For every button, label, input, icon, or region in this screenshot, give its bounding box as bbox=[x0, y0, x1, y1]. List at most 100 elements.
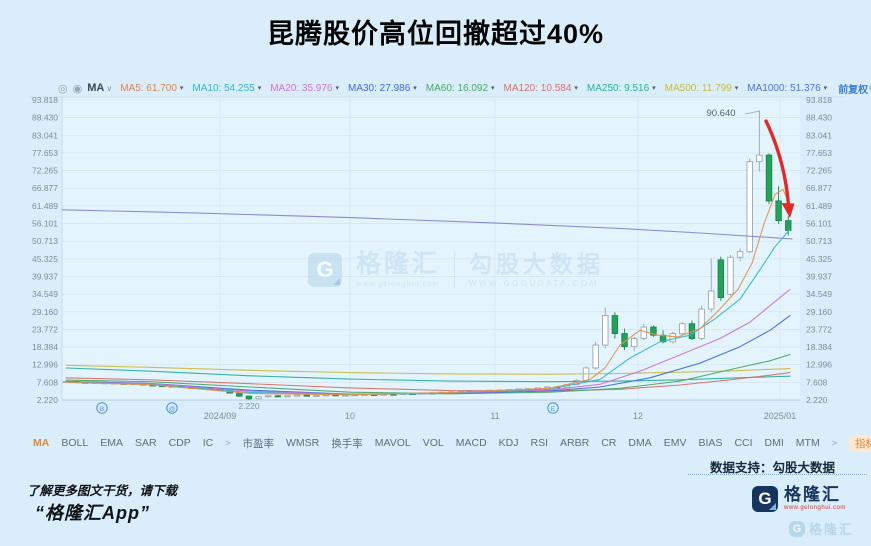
ma-legend-item[interactable]: MA30: 27.986 ▾ bbox=[347, 82, 417, 94]
ma-legend-item[interactable]: MA20: 35.976 ▾ bbox=[270, 82, 339, 94]
indicator-tab-CR[interactable]: CR bbox=[601, 437, 617, 449]
ma-line-MA20 bbox=[65, 288, 791, 396]
indicator-tab-EMA[interactable]: EMA bbox=[100, 437, 123, 449]
indicator-tab-DMI[interactable]: DMI bbox=[764, 437, 784, 449]
y-axis-label-right: 88.430 bbox=[806, 113, 832, 123]
ma-legend-item[interactable]: MA1000: 51.376 ▾ bbox=[747, 82, 828, 94]
y-axis-label-right: 61.489 bbox=[806, 201, 832, 211]
indicator-tab-MAVOL[interactable]: MAVOL bbox=[374, 437, 411, 449]
ma-line-MA30 bbox=[65, 315, 791, 395]
event-marker[interactable]: E bbox=[547, 402, 559, 414]
toggle-triangle-icon[interactable]: ▾ bbox=[413, 85, 417, 92]
y-axis-label-left: 34.549 bbox=[32, 289, 58, 299]
min-price-label: 2.220 bbox=[238, 401, 260, 411]
event-marker[interactable]: B bbox=[96, 402, 108, 414]
ma-legend-item[interactable]: MA10: 54.255 ▾ bbox=[192, 82, 262, 94]
ma-legend-item[interactable]: MA250: 9.516 ▾ bbox=[586, 82, 656, 94]
gelonghui-logo-icon: G bbox=[752, 486, 778, 512]
indicator-tab-MACD[interactable]: MACD bbox=[455, 437, 487, 449]
ma-line-MA10 bbox=[65, 228, 791, 396]
indicator-tab-CCI[interactable]: CCI bbox=[734, 437, 753, 449]
toggle-triangle-icon[interactable]: ▾ bbox=[574, 85, 578, 92]
dotted-divider bbox=[688, 474, 867, 475]
y-axis-label-left: 56.101 bbox=[32, 219, 58, 229]
y-axis-label-right: 7.608 bbox=[806, 377, 828, 387]
y-axis-label-right: 34.549 bbox=[806, 289, 832, 299]
event-marker[interactable]: @ bbox=[166, 402, 178, 414]
indicator-tabs: MA BOLL EMA SAR CDP IC > 市盈率 WMSR 换手率 MAVOL VOL MACD… bbox=[33, 434, 871, 452]
more-indicators-icon[interactable]: > bbox=[225, 438, 231, 448]
y-axis-label-right: 83.041 bbox=[806, 130, 832, 140]
ma-legend-item[interactable]: MA60: 16.092 ▾ bbox=[425, 82, 495, 94]
y-axis-label-left: 2.220 bbox=[37, 395, 59, 405]
indicator-tab-SAR[interactable]: SAR bbox=[134, 437, 157, 449]
indicator-tab-CDP[interactable]: CDP bbox=[168, 437, 191, 449]
y-axis-label-left: 50.713 bbox=[32, 236, 58, 246]
more-indicators-icon[interactable]: > bbox=[831, 438, 837, 448]
y-axis-label-right: 12.996 bbox=[806, 360, 832, 370]
y-axis-label-left: 77.653 bbox=[32, 148, 58, 158]
toggle-triangle-icon[interactable]: ▾ bbox=[652, 85, 656, 92]
indicator-tab-RSI[interactable]: RSI bbox=[530, 437, 549, 449]
indicator-tab-EMV[interactable]: EMV bbox=[663, 437, 687, 449]
toggle-triangle-icon[interactable]: ▾ bbox=[257, 85, 262, 92]
ma-line-MA60 bbox=[65, 353, 791, 395]
settings-icon[interactable]: ◎ bbox=[58, 82, 68, 95]
chevron-down-icon[interactable]: ∨ bbox=[106, 83, 113, 93]
indicator-tab-WMSR[interactable]: WMSR bbox=[286, 437, 320, 449]
toggle-triangle-icon[interactable]: ▾ bbox=[335, 85, 339, 92]
indicator-tab-VOL[interactable]: VOL bbox=[422, 437, 444, 449]
y-axis-label-right: 66.877 bbox=[806, 183, 832, 193]
indicator-tab-IC[interactable]: IC bbox=[202, 437, 214, 449]
toggle-triangle-icon[interactable]: ▾ bbox=[491, 85, 495, 92]
y-axis-label-left: 23.772 bbox=[32, 324, 58, 334]
ma-legend-item[interactable]: MA500: 11.799 ▾ bbox=[664, 82, 739, 94]
y-axis-label-left: 45.325 bbox=[32, 254, 58, 264]
indicator-tab-DMA[interactable]: DMA bbox=[628, 437, 652, 449]
y-axis-label-right: 56.101 bbox=[806, 219, 832, 229]
svg-text:@: @ bbox=[169, 406, 176, 413]
y-axis-label-left: 72.265 bbox=[32, 166, 58, 176]
ma-line-MA250 bbox=[65, 367, 791, 383]
toggle-triangle-icon[interactable]: ▾ bbox=[179, 85, 184, 92]
toggle-triangle-icon[interactable]: ▾ bbox=[734, 85, 739, 92]
indicator-tab-bar: MA BOLL EMA SAR CDP IC > 市盈率 WMSR 换手率 MAVOL VOL MACD… bbox=[33, 434, 871, 452]
y-axis-label-right: 23.772 bbox=[806, 324, 832, 334]
toggle-triangle-icon[interactable]: ▾ bbox=[823, 85, 828, 92]
y-axis-label-left: 18.384 bbox=[32, 342, 58, 352]
ma-legend-item[interactable]: MA5: 61.700 ▾ bbox=[120, 82, 184, 94]
camera-icon[interactable]: ◉ bbox=[72, 82, 83, 95]
indicator-tab-BIAS[interactable]: BIAS bbox=[698, 437, 723, 449]
logo-url-text: www.gelonghui.com bbox=[784, 504, 846, 511]
x-axis-label: 10 bbox=[345, 411, 355, 421]
indicator-tab-MTM[interactable]: MTM bbox=[795, 437, 820, 449]
indicator-tab-KDJ[interactable]: KDJ bbox=[498, 437, 519, 449]
y-axis-label-right: 50.713 bbox=[806, 236, 832, 246]
indicator-tab-市盈率[interactable]: 市盈率 bbox=[242, 437, 275, 450]
y-axis-label-right: 77.653 bbox=[806, 148, 832, 158]
svg-text:E: E bbox=[551, 406, 556, 413]
indicator-tab-MA[interactable]: MA bbox=[33, 437, 50, 449]
indicator-tab-ARBR[interactable]: ARBR bbox=[560, 437, 590, 449]
y-axis-label-right: 39.937 bbox=[806, 271, 832, 281]
indicator-tab-换手率[interactable]: 换手率 bbox=[331, 437, 363, 450]
y-axis-label-right: 45.325 bbox=[806, 254, 832, 264]
ma-dropdown-label[interactable]: MA bbox=[87, 82, 105, 94]
indicator-tab-BOLL[interactable]: BOLL bbox=[61, 437, 89, 449]
data-support-label: 数据支持：勾股大数据 bbox=[709, 461, 835, 475]
adjust-mode-button[interactable]: 前复权 bbox=[838, 84, 869, 96]
y-axis-label-left: 88.430 bbox=[32, 113, 58, 123]
y-axis-label-right: 72.265 bbox=[806, 166, 832, 176]
y-axis-label-right: 18.384 bbox=[806, 342, 832, 352]
gelonghui-logo-watermark: G 格隆汇 bbox=[789, 519, 854, 538]
promo-app-name: “格隆汇App” bbox=[35, 503, 150, 523]
ma-legend-item[interactable]: MA120: 10.584 ▾ bbox=[503, 82, 578, 94]
indicator-tab-指标管理[interactable]: 指标管理 bbox=[848, 434, 871, 452]
y-axis-label-right: 29.160 bbox=[806, 307, 832, 317]
x-axis-label: 12 bbox=[633, 411, 643, 421]
y-axis-label-left: 61.489 bbox=[32, 201, 58, 211]
refresh-icon[interactable]: ↺ bbox=[868, 81, 871, 95]
ma-legend-toolbar: ◎ ◉ MA ∨ MA5: 61.700 ▾ MA10: 54.255 ▾ MA20: … bbox=[58, 80, 871, 96]
